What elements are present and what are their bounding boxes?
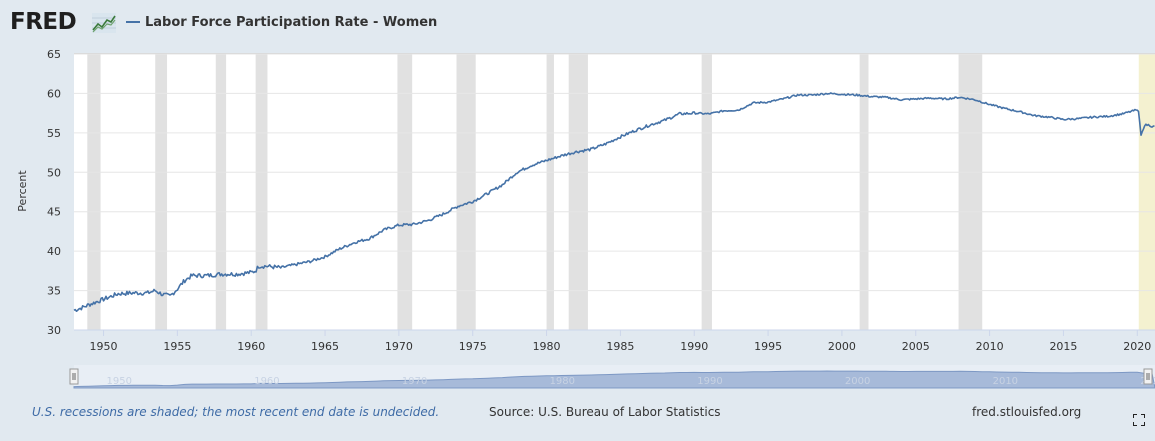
y-tick-label: 50	[47, 166, 61, 179]
x-tick-label: 2015	[1049, 340, 1077, 353]
recession-band	[255, 54, 268, 330]
navigator-tick-label: 2000	[845, 376, 870, 387]
x-tick-label: 1950	[90, 340, 118, 353]
recession-band	[701, 54, 712, 330]
navigator-tick-label: 2010	[993, 376, 1018, 387]
legend-swatch	[126, 20, 140, 23]
recession-band	[397, 54, 413, 330]
y-tick-label: 60	[47, 87, 61, 100]
recession-band	[87, 54, 101, 330]
recession-band	[155, 54, 168, 330]
recession-band	[958, 54, 983, 330]
y-tick-label: 30	[47, 324, 61, 337]
navigator-area	[73, 370, 1155, 389]
x-tick-label: 1980	[533, 340, 561, 353]
y-axis: 30 35 40 45 50 55 60 65	[47, 48, 61, 337]
recession-band	[859, 54, 869, 330]
chart-header: FRED Labor Force Participation Rate - Wo…	[0, 0, 1155, 44]
navigator-tick-label: 1960	[254, 376, 279, 387]
navigator-tick-label: 1950	[107, 376, 132, 387]
x-tick-label: 2005	[902, 340, 930, 353]
navigator-handle-right[interactable]	[1143, 368, 1153, 385]
legend-label: Labor Force Participation Rate - Women	[145, 15, 438, 30]
x-axis: 1950 1955 1960 1965 1970 1975 1980 1985 1990 1995…	[74, 329, 1155, 353]
chart-legend: Labor Force Participation Rate - Women	[126, 15, 437, 30]
navigator-tick-label: 1990	[697, 376, 722, 387]
y-tick-label: 45	[47, 206, 61, 219]
y-tick-label: 55	[47, 127, 61, 140]
x-tick-label: 1985	[606, 340, 634, 353]
chart: 30 35 40 45 50 55 60 65 1950 1955 1960 1965 1970 197…	[16, 48, 1155, 389]
fred-logo[interactable]: FRED	[10, 9, 77, 35]
recession-band	[215, 54, 227, 330]
recession-band	[546, 54, 554, 330]
navigator-tick-label: 1970	[402, 376, 427, 387]
series-line	[73, 92, 1155, 313]
y-tick-label: 35	[47, 285, 61, 298]
x-tick-label: 1970	[385, 340, 413, 353]
x-tick-label: 1955	[163, 340, 191, 353]
x-tick-label: 1990	[680, 340, 708, 353]
x-tick-label: 1965	[311, 340, 339, 353]
x-tick-label: 1960	[237, 340, 265, 353]
source-note: Source: U.S. Bureau of Labor Statistics	[489, 405, 721, 419]
x-tick-label: 2010	[976, 340, 1004, 353]
y-tick-label: 40	[47, 245, 61, 258]
range-navigator[interactable]: 19501960197019801990200020102020	[69, 365, 1155, 389]
chart-line-icon	[92, 13, 116, 33]
recession-band	[568, 54, 588, 330]
x-tick-label: 1975	[459, 340, 487, 353]
y-tick-label: 65	[47, 48, 61, 61]
undecided-recession-band	[1138, 54, 1155, 330]
x-tick-label: 2000	[828, 340, 856, 353]
plot-background	[74, 54, 1155, 330]
recession-band	[456, 54, 476, 330]
fullscreen-icon[interactable]	[1133, 414, 1145, 426]
navigator-tick-label: 1980	[550, 376, 575, 387]
site-link[interactable]: fred.stlouisfed.org	[972, 405, 1082, 419]
series-layer	[73, 92, 1155, 313]
navigator-handle-left[interactable]	[69, 368, 79, 385]
x-tick-label: 1995	[754, 340, 782, 353]
x-tick-label: 2020	[1123, 340, 1151, 353]
recession-note: U.S. recessions are shaded; the most rec…	[32, 405, 440, 419]
y-axis-label: Percent	[16, 170, 29, 212]
recession-bands	[87, 54, 1155, 330]
